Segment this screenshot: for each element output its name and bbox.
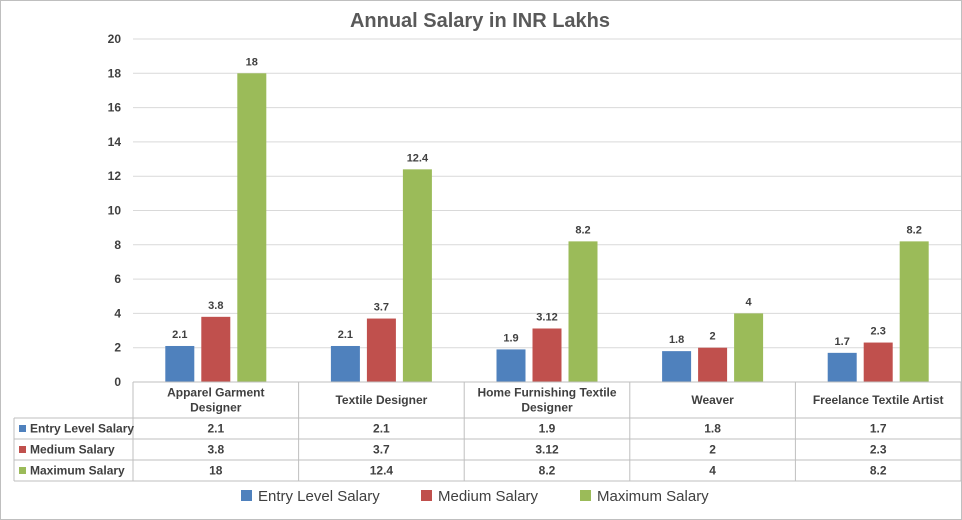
table-cell-2-2: 3.7 xyxy=(373,443,390,457)
bar-3-1 xyxy=(237,73,267,383)
y-tick-label-14: 14 xyxy=(108,135,122,149)
table-series-name-2: Medium Salary xyxy=(30,443,115,457)
category-label-5: Freelance Textile Artist xyxy=(813,393,944,407)
y-tick-label-20: 20 xyxy=(108,32,122,46)
category-label-2: Textile Designer xyxy=(335,393,427,407)
bar-2-1 xyxy=(201,316,231,382)
y-tick-label-18: 18 xyxy=(108,66,122,80)
bar-3-5 xyxy=(899,241,929,382)
table-cell-2-1: 3.8 xyxy=(207,443,224,457)
bar-1-1 xyxy=(165,345,195,382)
data-label-2-2: 3.7 xyxy=(374,302,389,314)
table-cell-3-1: 18 xyxy=(209,464,223,478)
data-label-3-5: 8.2 xyxy=(907,224,922,236)
y-tick-label-6: 6 xyxy=(114,272,121,286)
bar-1-5 xyxy=(827,352,857,382)
data-label-1-5: 1.7 xyxy=(835,336,850,348)
data-label-2-1: 3.8 xyxy=(208,300,223,312)
y-tick-label-8: 8 xyxy=(114,238,121,252)
category-label-1-line-1: Apparel Garment xyxy=(167,386,264,400)
bar-2-2 xyxy=(366,318,396,382)
category-label-3-line-2: Designer xyxy=(521,401,573,415)
table-cell-3-2: 12.4 xyxy=(370,464,394,478)
table-cell-1-5: 1.7 xyxy=(870,422,887,436)
data-label-3-1: 18 xyxy=(246,56,258,68)
table-cell-1-3: 1.9 xyxy=(539,422,556,436)
legend-key-3 xyxy=(580,490,591,501)
table-cell-3-4: 4 xyxy=(709,464,716,478)
data-label-3-2: 12.4 xyxy=(407,152,429,164)
bar-2-4 xyxy=(698,347,728,382)
table-legend-key-1 xyxy=(19,425,26,432)
table-series-name-1: Entry Level Salary xyxy=(30,422,134,436)
category-label-3-line-1: Home Furnishing Textile xyxy=(477,386,616,400)
chart-title: Annual Salary in INR Lakhs xyxy=(350,10,610,32)
bar-2-5 xyxy=(863,342,893,382)
y-tick-label-0: 0 xyxy=(114,375,121,389)
legend-label-1: Entry Level Salary xyxy=(258,488,380,505)
table-cell-1-1: 2.1 xyxy=(207,422,224,436)
bar-3-4 xyxy=(734,313,764,382)
data-label-2-3: 3.12 xyxy=(536,311,557,323)
category-label-4: Weaver xyxy=(691,393,734,407)
table-series-name-3: Maximum Salary xyxy=(30,464,125,478)
table-cell-2-5: 2.3 xyxy=(870,443,887,457)
y-tick-label-10: 10 xyxy=(108,204,122,218)
data-label-2-5: 2.3 xyxy=(871,326,886,338)
legend-label-3: Maximum Salary xyxy=(597,488,709,505)
legend-key-2 xyxy=(421,490,432,501)
table-legend-key-2 xyxy=(19,446,26,453)
bar-3-2 xyxy=(402,169,432,382)
table-legend-key-3 xyxy=(19,467,26,474)
bar-1-2 xyxy=(330,345,360,382)
y-tick-label-2: 2 xyxy=(114,341,121,355)
category-label-1-line-2: Designer xyxy=(190,401,242,415)
y-tick-label-12: 12 xyxy=(108,169,122,183)
data-label-1-1: 2.1 xyxy=(172,329,187,341)
y-tick-label-4: 4 xyxy=(114,306,121,320)
legend-key-1 xyxy=(241,490,252,501)
data-label-1-2: 2.1 xyxy=(338,329,353,341)
data-label-3-4: 4 xyxy=(746,296,753,308)
bar-3-3 xyxy=(568,241,598,382)
bar-2-3 xyxy=(532,328,562,382)
table-cell-3-3: 8.2 xyxy=(539,464,556,478)
table-cell-3-5: 8.2 xyxy=(870,464,887,478)
y-tick-label-16: 16 xyxy=(108,101,122,115)
bar-1-3 xyxy=(496,349,526,382)
table-cell-2-3: 3.12 xyxy=(535,443,559,457)
bar-1-4 xyxy=(662,351,692,382)
table-cell-1-2: 2.1 xyxy=(373,422,390,436)
data-label-3-3: 8.2 xyxy=(575,224,590,236)
data-label-1-3: 1.9 xyxy=(503,332,518,344)
table-cell-1-4: 1.8 xyxy=(704,422,721,436)
legend-label-2: Medium Salary xyxy=(438,488,539,505)
data-label-2-4: 2 xyxy=(710,331,716,343)
table-cell-2-4: 2 xyxy=(709,443,716,457)
data-label-1-4: 1.8 xyxy=(669,334,684,346)
